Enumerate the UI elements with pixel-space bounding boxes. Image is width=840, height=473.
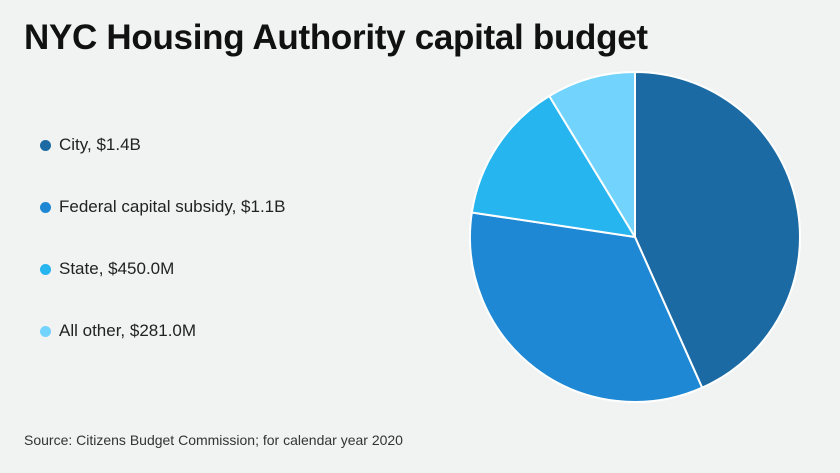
pie-slice-state [470, 95, 636, 238]
legend-marker-city [40, 139, 51, 151]
legend-item-federal: Federal capital subsidy, $1.1B [40, 176, 285, 238]
source-note: Source: Citizens Budget Commission; for … [24, 432, 403, 448]
chart-legend: City, $1.4B Federal capital subsidy, $1.… [40, 114, 285, 362]
chart-title: NYC Housing Authority capital budget [24, 18, 648, 57]
pie-slice-federal [469, 211, 704, 403]
pie-chart [469, 71, 801, 403]
pie-slice-other [548, 71, 636, 238]
legend-item-state: State, $450.0M [40, 238, 285, 300]
legend-item-city: City, $1.4B [40, 114, 285, 176]
pie-slice-city [634, 71, 801, 389]
legend-label-federal: Federal capital subsidy, $1.1B [59, 197, 286, 216]
legend-label-city: City, $1.4B [59, 135, 141, 154]
legend-marker-other [40, 325, 51, 337]
legend-label-other: All other, $281.0M [59, 321, 197, 340]
legend-label-state: State, $450.0M [59, 259, 175, 278]
legend-marker-state [40, 263, 51, 275]
legend-item-other: All other, $281.0M [40, 300, 285, 362]
legend-marker-federal [40, 201, 51, 213]
